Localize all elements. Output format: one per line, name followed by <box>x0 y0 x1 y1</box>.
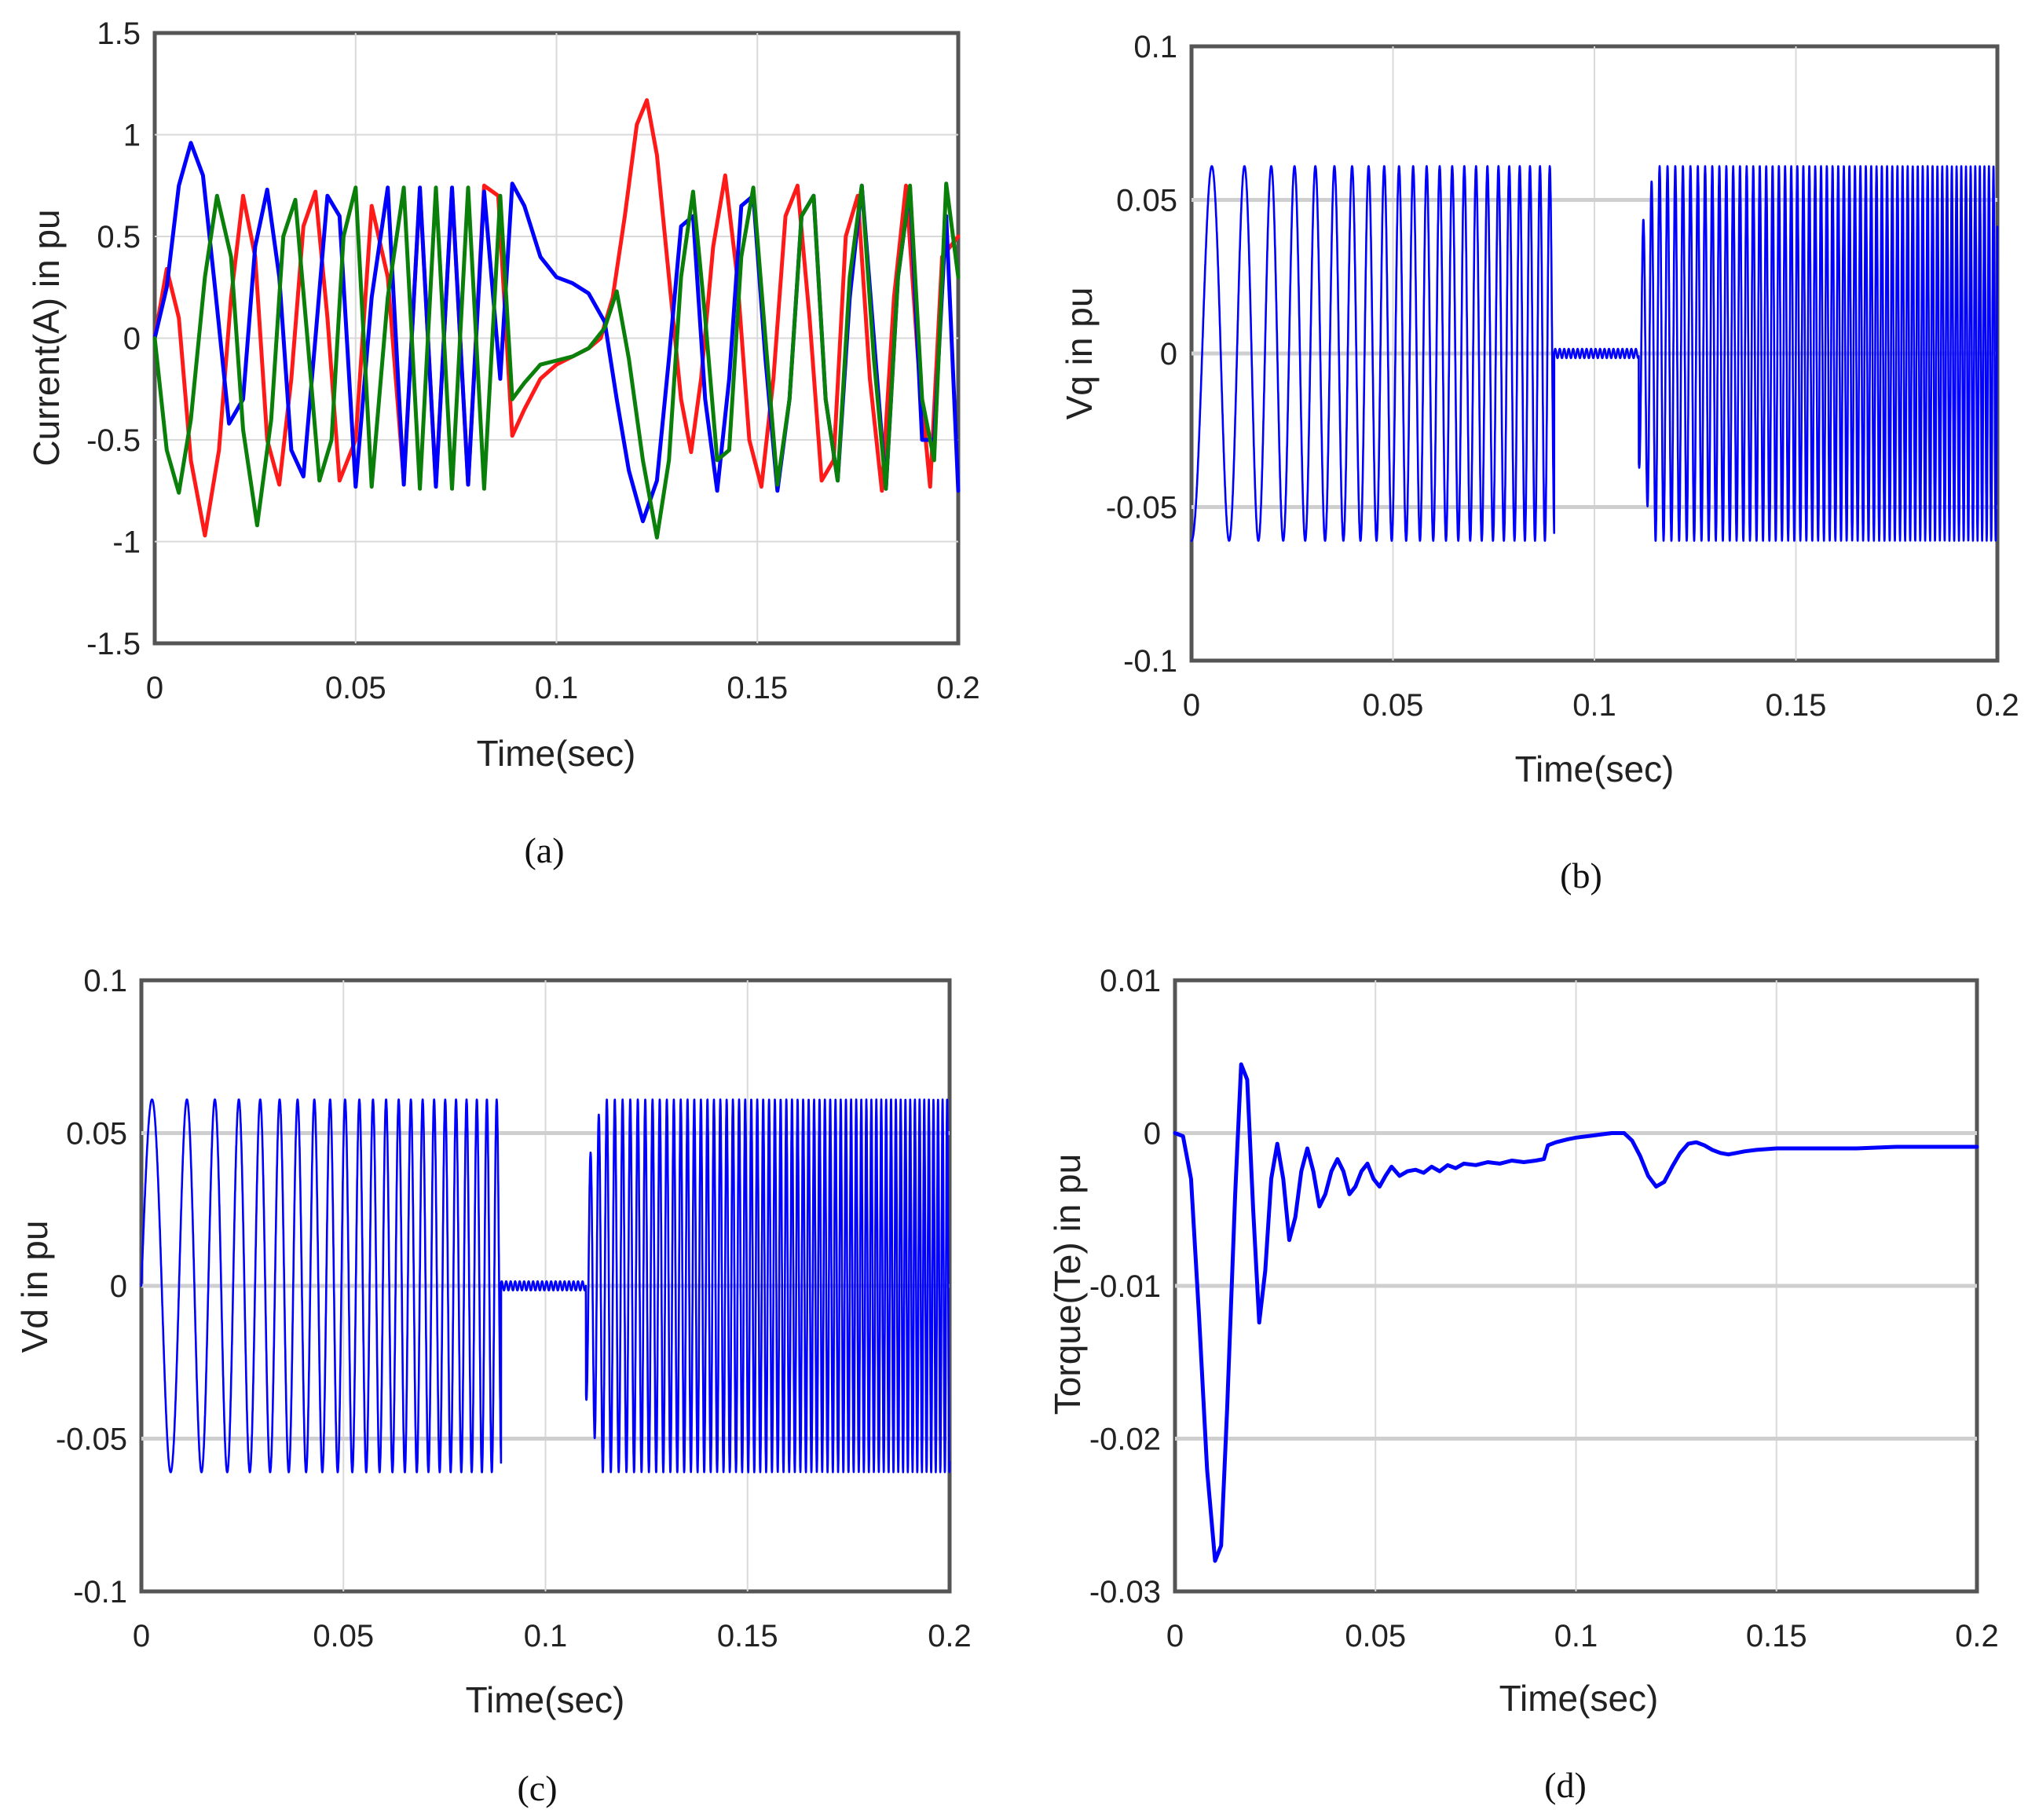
x-tick-label: 0.1 <box>535 671 579 705</box>
x-tick-label: 0 <box>146 671 163 705</box>
series-d <box>1173 1062 1979 1563</box>
x-tick-label: 0.2 <box>1955 1619 1999 1653</box>
y-tick-label: 0.01 <box>1100 964 1161 998</box>
xlabel-d: Time(sec) <box>1499 1678 1659 1719</box>
x-tick-label: 0.1 <box>1572 688 1616 723</box>
xticks-a: 0 0.05 0.1 0.15 0.2 <box>146 671 980 705</box>
xticks-c: 0 0.05 0.1 0.15 0.2 <box>133 1619 972 1653</box>
x-tick-label: 0.05 <box>325 671 386 705</box>
y-tick-label: 0 <box>1160 337 1177 372</box>
y-tick-label: -0.05 <box>56 1423 127 1457</box>
series-c <box>140 1098 951 1474</box>
x-tick-label: 0.05 <box>1363 688 1424 723</box>
ylabel-a: Current(A) in pu <box>26 209 67 466</box>
series-line-c-0 <box>140 1098 951 1474</box>
x-tick-label: 0.2 <box>1975 688 2019 723</box>
ylabel-d: Torque(Te) in pu <box>1047 1154 1088 1415</box>
x-tick-label: 0.05 <box>313 1619 374 1653</box>
series-line-b-0 <box>1190 165 1999 542</box>
y-tick-label: -0.05 <box>1106 491 1177 525</box>
x-tick-label: 0.2 <box>936 671 980 705</box>
series-a <box>152 98 961 540</box>
y-tick-label: 0.1 <box>83 964 127 998</box>
x-tick-label: 0 <box>1166 1619 1184 1653</box>
y-tick-label: -0.03 <box>1089 1575 1161 1609</box>
caption-d: (d) <box>1544 1765 1587 1805</box>
xticks-d: 0 0.05 0.1 0.15 0.2 <box>1166 1619 1999 1653</box>
y-tick-label: 0.05 <box>1116 184 1177 218</box>
x-tick-label: 0 <box>133 1619 150 1653</box>
x-tick-label: 0.15 <box>1746 1619 1807 1653</box>
series-b <box>1190 165 1999 542</box>
y-tick-label: 0 <box>1144 1117 1161 1152</box>
y-tick-label: 1.5 <box>97 16 141 51</box>
yticks-a: 1.5 1 0.5 0 -0.5 -1 -1.5 <box>86 16 141 661</box>
grid-a <box>155 33 958 643</box>
yticks-b: 0.1 0.05 0 -0.05 -0.1 <box>1106 30 1177 679</box>
y-tick-label: -0.5 <box>86 423 141 458</box>
caption-a: (a) <box>524 830 564 870</box>
grid-d <box>1175 980 1977 1591</box>
y-tick-label: -0.01 <box>1089 1269 1161 1304</box>
panel-d: 0.01 0 -0.01 -0.02 -0.03 0 0.05 0.1 0.15 0.2 Tor… <box>1047 964 1999 1805</box>
caption-c: (c) <box>517 1768 557 1808</box>
y-tick-label: 0 <box>110 1269 127 1304</box>
y-tick-label: 0 <box>123 322 141 357</box>
yticks-c: 0.1 0.05 0 -0.05 -0.1 <box>56 964 127 1609</box>
x-tick-label: 0 <box>1183 688 1200 723</box>
y-tick-label: -1 <box>112 525 141 560</box>
xlabel-b: Time(sec) <box>1515 749 1675 789</box>
y-tick-label: 1 <box>123 119 141 153</box>
ylabel-c: Vd in pu <box>14 1221 55 1353</box>
x-tick-label: 0.15 <box>727 671 788 705</box>
y-tick-label: -1.5 <box>86 627 141 661</box>
y-tick-label: -0.1 <box>1123 644 1177 679</box>
series-line-d-0 <box>1173 1062 1979 1563</box>
x-tick-label: 0.15 <box>1766 688 1827 723</box>
x-tick-label: 0.1 <box>524 1619 568 1653</box>
series-line-a-2 <box>152 181 961 540</box>
xticks-b: 0 0.05 0.1 0.15 0.2 <box>1183 688 2019 723</box>
x-tick-label: 0.1 <box>1554 1619 1598 1653</box>
xlabel-a: Time(sec) <box>477 733 636 774</box>
ylabel-b: Vq in pu <box>1059 287 1100 420</box>
x-tick-label: 0.2 <box>928 1619 972 1653</box>
y-tick-label: 0.1 <box>1133 30 1177 64</box>
xlabel-c: Time(sec) <box>466 1679 625 1720</box>
x-tick-label: 0.05 <box>1345 1619 1406 1653</box>
x-tick-label: 0.15 <box>717 1619 778 1653</box>
y-tick-label: -0.1 <box>73 1575 127 1609</box>
panel-a: 1.5 1 0.5 0 -0.5 -1 -1.5 0 0.05 0.1 0.15 0.2 Curre… <box>26 16 980 870</box>
yticks-d: 0.01 0 -0.01 -0.02 -0.03 <box>1089 964 1161 1609</box>
panel-b: 0.1 0.05 0 -0.05 -0.1 0 0.05 0.1 0.15 0.2 Vq in … <box>1059 30 2019 895</box>
y-tick-label: 0.05 <box>66 1117 127 1152</box>
y-tick-label: 0.5 <box>97 220 141 255</box>
caption-b: (b) <box>1560 855 1602 895</box>
panel-c: 0.1 0.05 0 -0.05 -0.1 0 0.05 0.1 0.15 0.2 Vd in … <box>14 964 972 1808</box>
y-tick-label: -0.02 <box>1089 1423 1161 1457</box>
